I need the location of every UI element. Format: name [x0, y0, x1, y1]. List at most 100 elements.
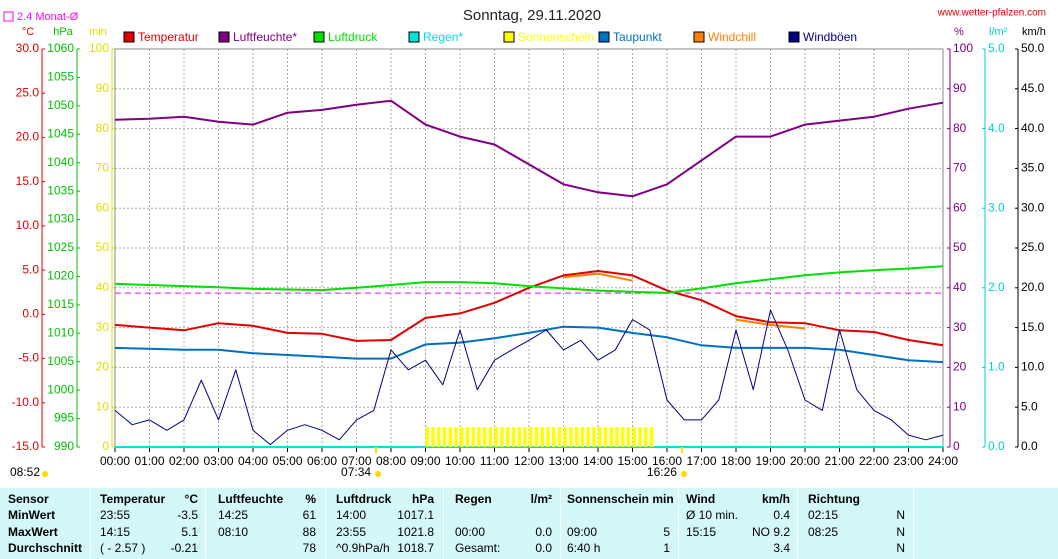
table-cell: 08:10 — [218, 525, 249, 539]
row-label: MinWert — [8, 508, 56, 522]
y-tick-label: 80 — [953, 121, 967, 135]
legend-swatch — [693, 31, 705, 43]
y-tick-label: 20.0 — [1021, 280, 1045, 294]
x-tick-label: 20:00 — [790, 454, 820, 468]
y-tick-label: 20 — [96, 360, 110, 374]
series-line — [563, 272, 806, 330]
y-tick-label: 50 — [96, 240, 110, 254]
sunshine-bar — [437, 427, 441, 447]
sunshine-bar — [511, 427, 516, 447]
x-tick-label: 13:00 — [548, 454, 578, 468]
table-header: °C — [184, 492, 198, 506]
y-tick-label: 10 — [953, 399, 967, 413]
x-tick-label: 23:00 — [893, 454, 923, 468]
y-tick-label: 25.0 — [1021, 240, 1045, 254]
sunshine-bar — [644, 427, 648, 447]
table-cell: 0.0 — [535, 541, 552, 555]
sunshine-bar — [442, 427, 447, 447]
sunshine-bar — [534, 427, 539, 447]
y-tick-label: -10.0 — [12, 395, 40, 409]
y-tick-label: 0.0 — [1021, 439, 1038, 453]
y-tick-label: 40.0 — [1021, 121, 1045, 135]
y-tick-label: 1000 — [47, 382, 74, 396]
sunshine-bar — [632, 427, 636, 447]
y-tick-label: 0 — [102, 439, 109, 453]
series-line — [114, 265, 944, 294]
sunshine-bar — [431, 427, 435, 447]
y-tick-label: 70 — [953, 161, 967, 175]
y-tick-label: 10 — [96, 399, 110, 413]
sunshine-bar — [488, 427, 493, 447]
legend-swatch — [408, 31, 420, 43]
table-separator — [443, 488, 444, 559]
monthly-mean-icon — [3, 11, 14, 22]
y-tick-label: 45.0 — [1021, 81, 1045, 95]
legend-label: Windchill — [708, 30, 756, 44]
y-tick-label: 30.0 — [1021, 200, 1045, 214]
monthly-mean-label: 2.4 Monat-Ø — [17, 11, 79, 23]
y-tick-label: 30.0 — [16, 41, 40, 55]
table-separator — [913, 488, 914, 559]
sunshine-bar — [540, 427, 544, 447]
table-cell: 1 — [663, 541, 670, 555]
table-cell: 09:00 — [567, 525, 598, 539]
y-tick-label: 1010 — [47, 325, 74, 339]
table-cell: 6:40 h — [567, 541, 601, 555]
table-cell: -0.21 — [170, 541, 198, 555]
y-tick-label: 100 — [89, 41, 109, 55]
legend-swatch — [218, 31, 230, 43]
sunshine-bar — [529, 427, 533, 447]
sunshine-bar — [500, 427, 504, 447]
table-separator — [797, 488, 798, 559]
y-tick-label: 995 — [54, 411, 74, 425]
table-cell: 0.4 — [773, 508, 790, 522]
x-tick-label: 07:00 — [341, 454, 371, 468]
axis-unit: l/m² — [989, 26, 1008, 38]
y-tick-label: 25.0 — [16, 85, 40, 99]
x-tick-label: 06:00 — [307, 454, 337, 468]
y-tick-label: 1025 — [47, 240, 74, 254]
y-tick-label: 1060 — [47, 41, 74, 55]
y-tick-label: 40 — [96, 280, 110, 294]
y-tick-label: 100 — [953, 41, 973, 55]
table-cell: 23:55 — [336, 525, 367, 539]
table-header: % — [305, 492, 316, 506]
sunshine-bar — [506, 427, 510, 447]
table-header: Richtung — [808, 492, 860, 506]
sunshine-bar — [557, 427, 562, 447]
series-line — [114, 325, 944, 364]
table-header: hPa — [411, 492, 434, 506]
table-header: Luftfeuchte — [218, 492, 284, 506]
table-separator — [205, 488, 206, 559]
y-tick-label: 5.0 — [1021, 399, 1038, 413]
x-tick-label: 18:00 — [721, 454, 751, 468]
x-tick-label: 11:00 — [480, 454, 509, 468]
y-tick-label: 40 — [953, 280, 967, 294]
table-header: Regen — [455, 492, 492, 506]
x-tick-label: 02:00 — [169, 454, 199, 468]
y-tick-label: 1040 — [47, 155, 74, 169]
y-tick-label: 1055 — [47, 70, 74, 84]
legend-swatch — [123, 31, 135, 43]
table-cell: 1018.7 — [397, 541, 434, 555]
chart-title: Sonntag, 29.11.2020 — [463, 7, 601, 24]
y-tick-label: 20 — [953, 360, 967, 374]
y-tick-label: 3.0 — [988, 200, 1005, 214]
table-separator — [90, 488, 91, 559]
y-tick-label: 5.0 — [22, 262, 39, 276]
y-tick-label: 2.0 — [988, 280, 1005, 294]
sunshine-bar — [638, 427, 642, 447]
sun-event-label: 16:26 — [647, 465, 677, 479]
sunshine-bar — [465, 427, 470, 447]
stats-table: Sensor Temperatur °C Luftfeuchte% Luftdruck h… — [0, 488, 1058, 559]
table-cell: 14:00 — [336, 508, 367, 522]
y-tick-label: 1045 — [47, 126, 74, 140]
y-tick-label: 90 — [96, 81, 110, 95]
sun-icon — [375, 471, 382, 477]
y-tick-label: 15.0 — [16, 174, 40, 188]
y-tick-label: 50.0 — [1021, 41, 1045, 55]
sunshine-bar — [598, 427, 602, 447]
table-header: Temperatur — [100, 492, 166, 506]
y-tick-label: 1050 — [47, 98, 74, 112]
